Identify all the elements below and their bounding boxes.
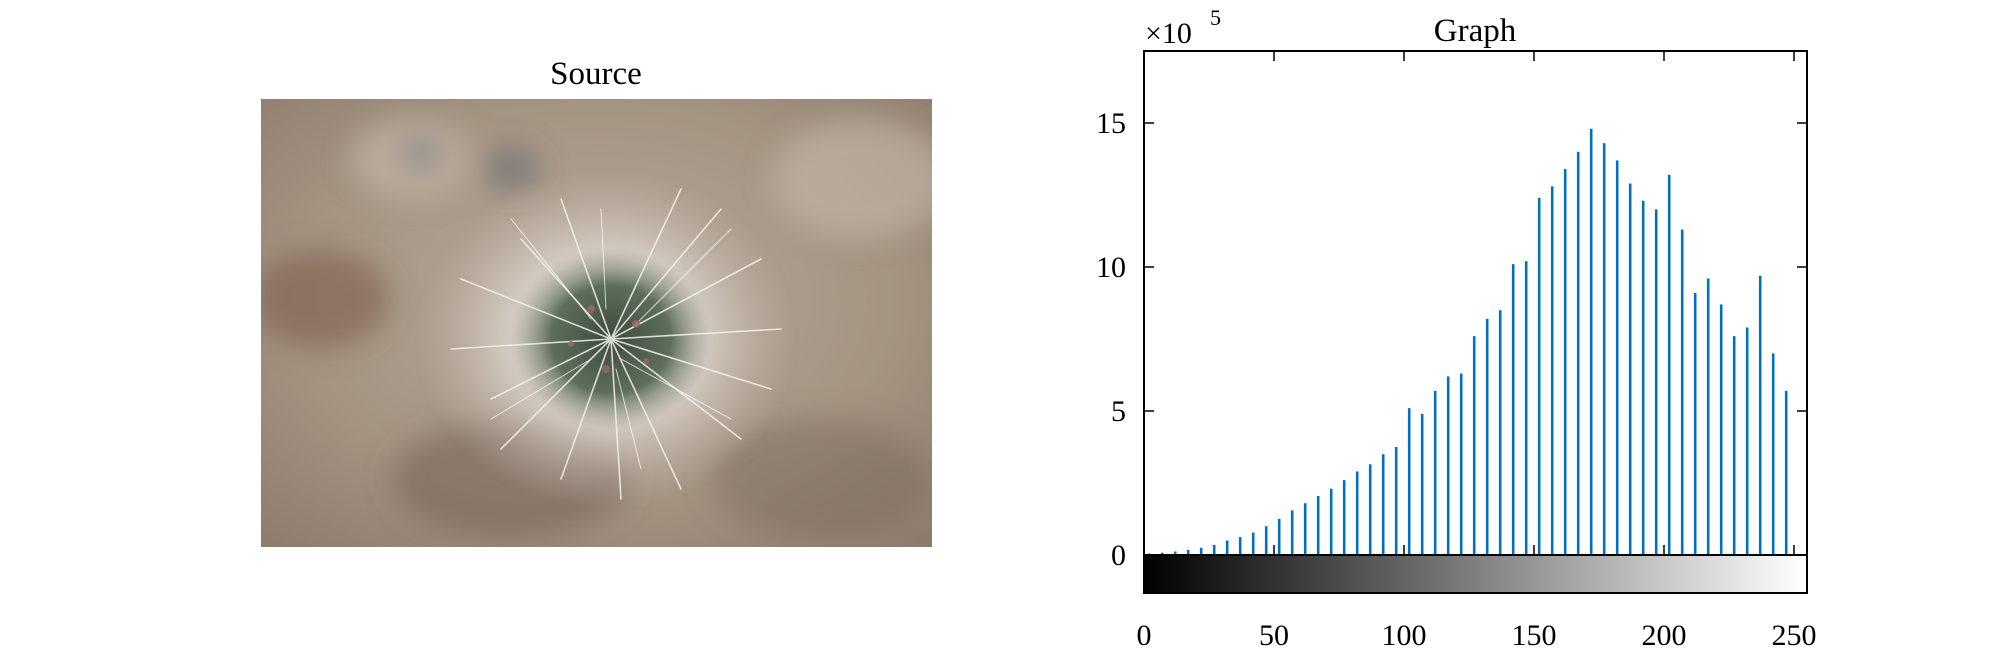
histogram-bar (1316, 495, 1320, 555)
histogram-bar (1758, 275, 1762, 555)
histogram-bar (1485, 318, 1489, 555)
x-tick-label: 250 (1772, 619, 1817, 652)
x-tick-label: 150 (1512, 619, 1557, 652)
histogram-bar (1394, 447, 1398, 555)
source-image (261, 99, 932, 547)
y-tick-label: 0 (1111, 539, 1126, 572)
x-tick-label: 0 (1137, 619, 1152, 652)
chart-title: Graph (1434, 13, 1517, 49)
histogram-bar (1589, 128, 1593, 555)
y-axis: 0 5 10 15 (1096, 107, 1807, 572)
x-tick-label: 200 (1642, 619, 1687, 652)
histogram-bar (1303, 503, 1307, 555)
histogram-bar (1251, 532, 1255, 555)
histogram-bar (1459, 373, 1463, 555)
histogram-bar (1329, 488, 1333, 555)
histogram-bar (1706, 278, 1710, 555)
histogram-bar (1602, 143, 1606, 555)
histogram-bar (1446, 376, 1450, 555)
x-tick-label: 50 (1259, 619, 1289, 652)
histogram-bar (1771, 353, 1775, 555)
histogram-bar (1628, 183, 1632, 556)
exponent-base: ×10 (1145, 17, 1192, 50)
histogram-bar (1693, 292, 1697, 555)
histogram-bar (1199, 547, 1203, 555)
histogram-bar (1368, 464, 1372, 555)
histogram-bar (1264, 526, 1268, 555)
histogram-bar (1654, 209, 1658, 555)
histogram-bar (1355, 471, 1359, 555)
y-tick-label: 5 (1111, 395, 1126, 428)
histogram-bar (1433, 390, 1437, 555)
exponent-label: ×10 5 (1145, 5, 1221, 50)
histogram-bar (1524, 261, 1528, 555)
histogram-bar (1563, 169, 1567, 555)
histogram-bar (1498, 310, 1502, 555)
cactus-photo-drawing (261, 99, 932, 547)
histogram-bar (1420, 413, 1424, 555)
histogram-bar (1290, 510, 1294, 555)
histogram-bar (1238, 537, 1242, 555)
y-tick-label: 10 (1096, 251, 1126, 284)
histogram-bar (1472, 336, 1476, 555)
histogram-bar (1641, 200, 1645, 555)
histogram-bar (1381, 454, 1385, 555)
histogram-bar (1511, 264, 1515, 555)
histogram-bar (1745, 327, 1749, 555)
grayscale-colorbar (1143, 554, 1808, 594)
histogram-bar (1550, 186, 1554, 556)
histogram-bar (1784, 390, 1788, 555)
histogram-bar (1615, 160, 1619, 555)
histogram-bar (1719, 304, 1723, 555)
y-tick-label: 15 (1096, 107, 1126, 140)
histogram-bar (1667, 174, 1671, 555)
x-axis: 0 50 100 150 200 250 (1137, 51, 1817, 652)
histogram-bar (1160, 552, 1164, 555)
histogram-bar (1277, 519, 1281, 555)
histogram-bar (1342, 480, 1346, 555)
histogram-bar (1680, 229, 1684, 555)
histogram-bar (1576, 151, 1580, 556)
histogram-bar (1537, 197, 1541, 555)
exponent-power: 5 (1210, 5, 1221, 30)
bar-series (1147, 128, 1788, 556)
histogram-bar (1186, 549, 1190, 555)
histogram-bar (1407, 408, 1411, 555)
histogram-bar (1212, 544, 1216, 555)
x-tick-label: 100 (1382, 619, 1427, 652)
histogram-bar (1225, 540, 1229, 555)
histogram-bar (1732, 336, 1736, 555)
histogram-bar (1173, 551, 1177, 555)
source-title: Source (550, 56, 642, 92)
